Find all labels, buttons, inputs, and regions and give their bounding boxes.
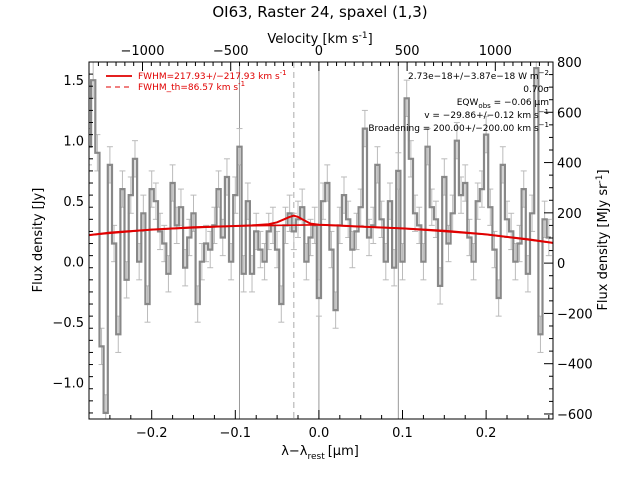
y-left-tick-label: 0.0: [63, 256, 84, 271]
y-left-tick-label: 1.5: [63, 74, 84, 89]
annotation-eqw-sub: obs: [478, 102, 491, 110]
x-tick-label: 0.0: [309, 426, 330, 441]
annotation-velocity: v = −29.86+/−0.12 km s−1: [424, 108, 549, 121]
y-right-tick-label: −400: [557, 358, 593, 373]
legend-label-fwhm-main: FWHM=217.93+/−217.93 km s: [138, 72, 280, 82]
chart-title: OI63, Raster 24, spaxel (1,3): [212, 3, 427, 21]
y-left-tick-label: −0.5: [52, 316, 84, 331]
fit-annotations: 2.73e−18+/−3.87e−18 W m−2 0.70σ EQWobs =…: [368, 69, 549, 134]
right-axis-label: Flux density [MJy sr-1]: [595, 169, 611, 310]
annotation-flux-sup: −2: [539, 69, 549, 77]
fit-curve: [89, 214, 553, 244]
velocity-tick-label: −1000: [121, 44, 165, 59]
right-axis-label-close: ]: [596, 169, 611, 174]
y-right-tick-label: 200: [557, 207, 582, 222]
legend-label-fwhm-sup: -1: [280, 69, 287, 77]
y-left-tick-label: 1.0: [63, 135, 84, 150]
annotation-eqw: EQWobs = −0.06 μm: [457, 98, 549, 110]
legend-label-fwhm: FWHM=217.93+/−217.93 km s-1: [138, 69, 287, 82]
y-right-tick-label: −200: [557, 307, 593, 322]
velocity-tick-label: 0: [315, 44, 323, 59]
annotation-eqw-rest: = −0.06 μm: [491, 98, 549, 108]
velocity-tick-label: 1000: [479, 44, 512, 59]
bottom-axis-label-sub: rest: [307, 452, 325, 462]
top-axis-label: Velocity [km s-1]: [267, 31, 372, 47]
legend-label-fwhm-th: FWHM_th=86.57 km s-1: [138, 80, 245, 93]
left-axis-label: Flux density [Jy]: [31, 188, 46, 293]
legend: FWHM=217.93+/−217.93 km s-1 FWHM_th=86.5…: [106, 69, 287, 93]
x-tick-label: −0.2: [136, 426, 168, 441]
axis-layer: −0.2 −0.1 0.0 0.1 0.2 −1000 −500 0 500 1000 −1.0 −0…: [52, 44, 592, 441]
y-right-tick-label: −600: [557, 408, 593, 423]
annotation-sigma: 0.70σ: [523, 85, 549, 95]
annotation-eqw-main: EQW: [457, 98, 479, 108]
legend-label-fwhm-th-sup: -1: [238, 80, 245, 88]
top-axis-label-sup: -1: [359, 31, 368, 41]
x-tick-label: 0.1: [392, 426, 413, 441]
data-series-histogram: [89, 67, 551, 414]
velocity-tick-label: −500: [213, 44, 249, 59]
legend-label-fwhm-th-main: FWHM_th=86.57 km s: [138, 83, 238, 93]
y-left-tick-label: −1.0: [52, 377, 84, 392]
bottom-axis-label: λ−λrest [μm]: [281, 444, 359, 462]
plot-area: [89, 62, 553, 419]
x-tick-label: −0.1: [220, 426, 252, 441]
y-left-tick-label: 0.5: [63, 195, 84, 210]
y-right-tick-label: 800: [557, 56, 582, 71]
bottom-axis-label-main: λ−λ: [281, 444, 308, 459]
y-right-tick-label: 400: [557, 157, 582, 172]
annotation-flux-main: 2.73e−18+/−3.87e−18 W m: [408, 72, 539, 82]
right-axis-label-sup: -1: [595, 175, 605, 184]
annotation-broadening: Broadening = 200.00+/−200.00 km s−1: [368, 121, 549, 134]
annotation-velocity-main: v = −29.86+/−0.12 km s: [424, 111, 539, 121]
y-right-tick-label: 600: [557, 106, 582, 121]
right-axis-label-main: Flux density [MJy sr: [596, 183, 611, 311]
x-tick-label: 0.2: [476, 426, 497, 441]
velocity-tick-label: 500: [395, 44, 420, 59]
plot-frame: [88, 61, 554, 420]
top-axis-label-close: ]: [368, 32, 373, 47]
annotation-broadening-main: Broadening = 200.00+/−200.00 km s: [368, 124, 539, 134]
annotation-velocity-sup: −1: [539, 108, 549, 116]
top-axis-label-main: Velocity [km s: [267, 32, 359, 47]
bottom-axis-label-unit: [μm]: [328, 444, 359, 459]
plot-layer: [89, 62, 553, 419]
annotation-flux: 2.73e−18+/−3.87e−18 W m−2: [408, 69, 549, 82]
annotation-broadening-sup: −1: [539, 121, 549, 129]
y-right-tick-label: 0: [557, 257, 565, 272]
